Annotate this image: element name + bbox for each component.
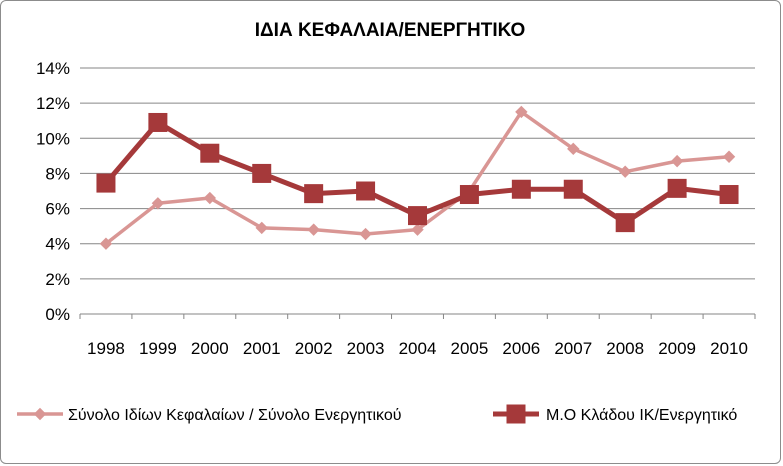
data-point bbox=[411, 223, 424, 236]
data-point bbox=[304, 184, 324, 204]
data-point bbox=[459, 185, 479, 205]
data-point bbox=[722, 150, 736, 163]
data-point bbox=[252, 163, 272, 183]
data-point bbox=[567, 142, 580, 156]
series-equity-total-assets bbox=[99, 105, 736, 250]
data-point bbox=[563, 179, 583, 199]
x-tick-label: 2009 bbox=[658, 339, 696, 358]
x-axis: 1998 1999 2000 2001 2002 2003 2004 2005 2006 2007… bbox=[79, 314, 756, 358]
y-tick-label: 12% bbox=[36, 94, 70, 113]
data-point bbox=[151, 197, 165, 210]
legend-label: Μ.Ο Κλάδου ΙΚ/Ενεργητικό bbox=[546, 407, 737, 424]
x-tick-label: 2004 bbox=[399, 339, 437, 358]
legend-marker bbox=[506, 404, 526, 424]
x-tick-label: 2003 bbox=[347, 339, 385, 358]
x-tick-label: 1998 bbox=[87, 339, 125, 358]
legend-label: Σύνολο Ιδίων Κεφαλαίων / Σύνολο Ενεργητι… bbox=[68, 407, 401, 424]
chart-title: ΙΔΙΑ ΚΕΦΑΛΑΙΑ/ΕΝΕΡΓΗΤΙΚΟ bbox=[255, 20, 525, 41]
legend-item: Σύνολο Ιδίων Κεφαλαίων / Σύνολο Ενεργητι… bbox=[17, 407, 401, 424]
legend-item: Μ.Ο Κλάδου ΙΚ/Ενεργητικό bbox=[493, 404, 737, 424]
data-point bbox=[615, 213, 635, 233]
data-point bbox=[515, 105, 528, 119]
data-point bbox=[96, 173, 116, 193]
y-axis-tick-labels: 0% 2% 4% 6% 8% 10% 12% 14% bbox=[36, 59, 70, 324]
legend-marker bbox=[33, 407, 47, 421]
gridlines bbox=[80, 67, 755, 315]
series-layer bbox=[96, 105, 739, 250]
data-point bbox=[200, 143, 220, 163]
data-point bbox=[203, 191, 217, 205]
y-tick-label: 2% bbox=[45, 270, 70, 289]
x-tick-label: 2001 bbox=[243, 339, 281, 358]
data-point bbox=[719, 185, 739, 205]
x-tick-label: 2000 bbox=[191, 339, 229, 358]
data-point bbox=[408, 206, 427, 226]
legend: Σύνολο Ιδίων Κεφαλαίων / Σύνολο Ενεργητι… bbox=[17, 404, 737, 424]
y-tick-label: 6% bbox=[45, 200, 70, 219]
x-tick-label: 2002 bbox=[295, 339, 333, 358]
x-tick-label: 2007 bbox=[554, 339, 592, 358]
y-tick-label: 0% bbox=[45, 305, 70, 324]
y-tick-label: 14% bbox=[36, 59, 70, 78]
data-point bbox=[359, 227, 372, 241]
data-point bbox=[356, 181, 376, 201]
x-tick-label: 2008 bbox=[606, 339, 644, 358]
y-tick-label: 4% bbox=[45, 235, 70, 254]
data-point bbox=[99, 237, 113, 250]
data-point bbox=[670, 154, 684, 168]
y-tick-label: 10% bbox=[36, 129, 70, 148]
data-point bbox=[255, 221, 268, 235]
data-point bbox=[511, 179, 531, 199]
data-point bbox=[307, 223, 320, 236]
data-point bbox=[667, 178, 687, 198]
x-tick-label: 2010 bbox=[710, 339, 748, 358]
y-tick-label: 8% bbox=[45, 164, 70, 183]
data-point bbox=[618, 165, 632, 178]
x-tick-label: 2006 bbox=[502, 339, 540, 358]
series-sector-average bbox=[96, 112, 739, 233]
x-tick-label: 2005 bbox=[451, 339, 489, 358]
x-tick-label: 1999 bbox=[139, 339, 177, 358]
data-point bbox=[148, 112, 168, 132]
